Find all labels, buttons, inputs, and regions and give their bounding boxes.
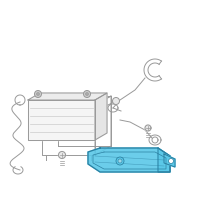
Polygon shape	[59, 152, 66, 158]
Polygon shape	[158, 148, 170, 172]
Circle shape	[84, 90, 90, 98]
Circle shape	[118, 159, 122, 163]
Circle shape	[36, 92, 40, 96]
Polygon shape	[28, 93, 107, 100]
Circle shape	[116, 157, 124, 165]
Circle shape	[86, 92, 88, 96]
Circle shape	[112, 98, 120, 104]
Polygon shape	[28, 100, 95, 140]
Polygon shape	[88, 148, 170, 172]
Circle shape	[35, 90, 42, 98]
Polygon shape	[145, 125, 151, 131]
Polygon shape	[95, 93, 107, 140]
Polygon shape	[164, 154, 175, 167]
Circle shape	[168, 158, 174, 164]
